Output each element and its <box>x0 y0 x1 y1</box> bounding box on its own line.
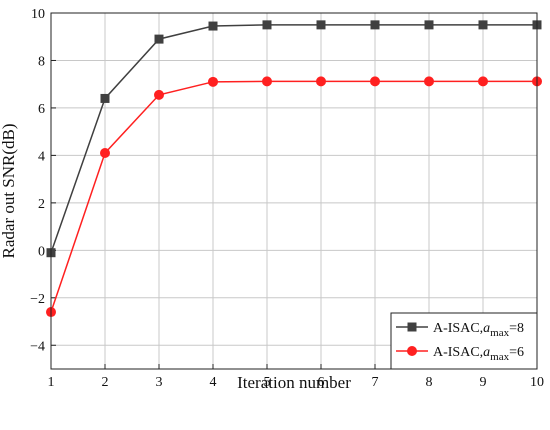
y-tick-label: 2 <box>38 197 45 212</box>
legend-label: A-ISAC,amax=8 <box>433 321 524 339</box>
x-tick-label: 5 <box>264 375 271 390</box>
series-line <box>50 80 537 313</box>
x-tick-label: 7 <box>372 375 379 390</box>
plot-frame <box>50 12 538 370</box>
y-tick-label: 8 <box>38 54 45 69</box>
legend-label: A-ISAC,amax=6 <box>433 345 524 363</box>
data-point <box>478 76 488 87</box>
y-tick-label: −2 <box>30 292 45 307</box>
x-tick-label: 4 <box>210 375 217 390</box>
x-tick-label: 2 <box>102 375 109 390</box>
legend-item: A-ISAC,amax=8 <box>396 321 524 339</box>
y-tick-label: 10 <box>31 7 45 22</box>
y-axis-label: Radar out SNR(dB) <box>0 123 18 258</box>
legend: A-ISAC,amax=8 A-ISAC,amax=6 <box>390 312 538 370</box>
x-tick-label: 9 <box>480 375 487 390</box>
data-point <box>424 20 434 30</box>
x-tick-label: 3 <box>156 375 163 390</box>
data-point <box>478 20 488 30</box>
y-tick-label: 4 <box>38 149 45 164</box>
legend-marker <box>407 322 417 332</box>
y-tick-label: −4 <box>30 339 45 354</box>
data-point <box>262 76 272 87</box>
legend-item: A-ISAC,amax=6 <box>396 345 524 363</box>
data-point <box>262 20 272 30</box>
x-axis-ticks: 1 2 3 4 5 6 7 8 9 10 <box>48 364 544 390</box>
data-point <box>208 76 218 87</box>
series-line <box>50 24 537 253</box>
x-tick-label: 1 <box>48 375 55 390</box>
x-axis-label: Iteration number <box>237 373 351 392</box>
data-point <box>208 21 218 31</box>
series-1 <box>46 20 542 258</box>
legend-box <box>390 312 538 370</box>
data-point <box>316 76 326 87</box>
data-point <box>154 34 164 44</box>
y-axis-ticks: −4 −2 0 2 4 6 8 10 <box>30 7 56 354</box>
data-point <box>370 20 380 30</box>
x-tick-label: 6 <box>318 375 325 390</box>
data-point <box>154 89 164 100</box>
x-tick-label: 10 <box>530 375 544 390</box>
y-tick-label: 6 <box>38 102 45 117</box>
legend-marker <box>407 346 417 356</box>
series-2 <box>46 76 542 318</box>
x-tick-label: 8 <box>426 375 433 390</box>
data-point <box>100 148 110 159</box>
data-point <box>316 20 326 30</box>
y-tick-label: 0 <box>38 244 45 259</box>
data-point <box>424 76 434 87</box>
data-point <box>370 76 380 87</box>
series-group <box>46 20 542 318</box>
data-point <box>100 93 110 103</box>
